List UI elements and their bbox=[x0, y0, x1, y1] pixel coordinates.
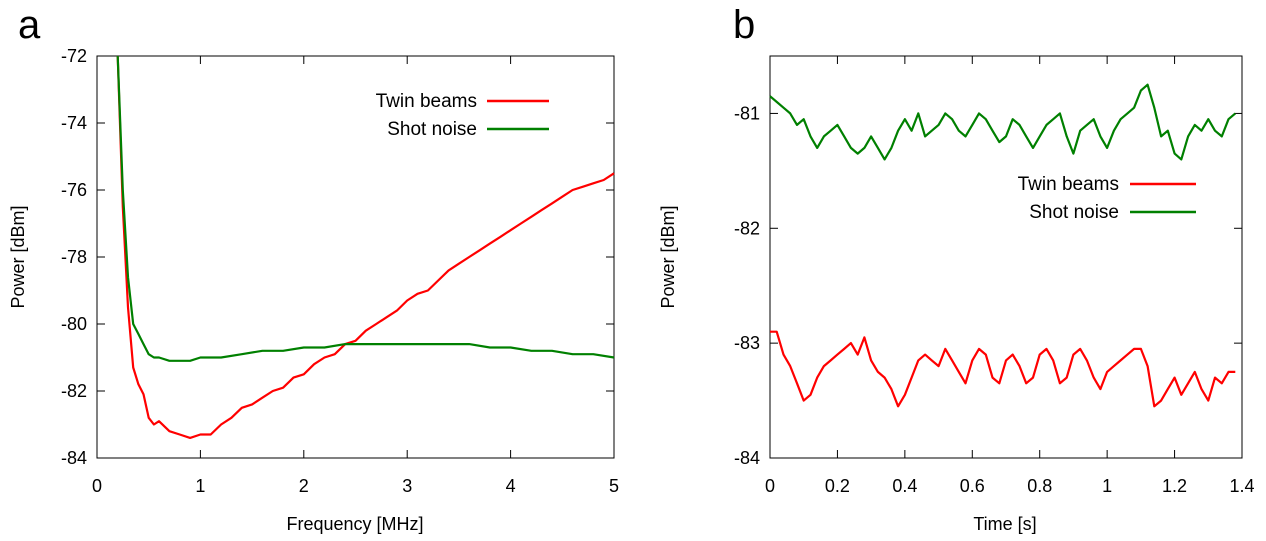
panel-b-chart: b 0 0.2 0.4 0.6 0.8 1 1.2 1.4 -84 -83 -82 -81 Time … bbox=[658, 3, 1255, 534]
panel-b-xtick-label: 0 bbox=[765, 476, 775, 496]
panel-b-xtick-label: 1.4 bbox=[1229, 476, 1254, 496]
panel-b-legend-shot-label: Shot noise bbox=[1029, 202, 1119, 223]
panel-a-ytick-label: -84 bbox=[61, 448, 87, 468]
panel-b-legend: Twin beams Shot noise bbox=[1018, 174, 1196, 223]
panel-a-xtick-label: 2 bbox=[299, 476, 309, 496]
panel-a-xtick-label: 5 bbox=[609, 476, 619, 496]
panel-a-xtick-label: 4 bbox=[506, 476, 516, 496]
panel-b-ytick-label: -84 bbox=[734, 448, 760, 468]
panel-a-chart: a 0 1 2 3 4 5 -84 -82 -80 -78 -76 -74 -72 Frequency … bbox=[8, 3, 619, 534]
panel-b-xtick-label: 0.2 bbox=[825, 476, 850, 496]
panel-a-xlabel: Frequency [MHz] bbox=[286, 514, 423, 534]
panel-b-xtick-label: 0.6 bbox=[960, 476, 985, 496]
panel-b-ylabel: Power [dBm] bbox=[658, 205, 678, 308]
panel-a-xtick-label: 0 bbox=[92, 476, 102, 496]
panel-b-ytick-label: -81 bbox=[734, 103, 760, 123]
panel-a-legend-twin-label: Twin beams bbox=[376, 91, 477, 112]
panel-a-series bbox=[116, 55, 615, 439]
panel-a-xtick-label: 1 bbox=[195, 476, 205, 496]
panel-b-ytick-label: -82 bbox=[734, 218, 760, 238]
panel-b-xlabel: Time [s] bbox=[973, 514, 1036, 534]
panel-a-label: a bbox=[18, 3, 41, 47]
panel-b-xtick-label: 0.4 bbox=[892, 476, 917, 496]
panel-b-series bbox=[769, 83, 1237, 408]
panel-a-xtick-label: 3 bbox=[402, 476, 412, 496]
panel-a-ylabel: Power [dBm] bbox=[8, 205, 28, 308]
panel-a-legend-shot-label: Shot noise bbox=[387, 119, 477, 140]
panel-a-ytick-label: -72 bbox=[61, 46, 87, 66]
panel-a-series-twin-beams-line bbox=[116, 55, 615, 439]
panel-a-ticks: 0 1 2 3 4 5 -84 -82 -80 -78 -76 -74 -72 bbox=[61, 46, 619, 496]
panel-a-legend: Twin beams Shot noise bbox=[376, 91, 549, 140]
panel-a-ytick-label: -76 bbox=[61, 180, 87, 200]
panel-b-series-shot-noise-line bbox=[769, 83, 1237, 161]
panel-a-ytick-label: -78 bbox=[61, 247, 87, 267]
panel-a-plot-frame bbox=[96, 55, 615, 459]
panel-a-ytick-label: -82 bbox=[61, 381, 87, 401]
panel-b-plot-frame bbox=[769, 55, 1243, 459]
panel-b-xtick-label: 1 bbox=[1102, 476, 1112, 496]
panel-b-label: b bbox=[733, 3, 755, 47]
panel-b-ytick-label: -83 bbox=[734, 333, 760, 353]
panel-b-series-twin-beams-line bbox=[770, 330, 1236, 408]
panel-a-ytick-label: -74 bbox=[61, 113, 87, 133]
panel-a-ytick-label: -80 bbox=[61, 314, 87, 334]
panel-b-legend-twin-label: Twin beams bbox=[1018, 174, 1119, 195]
panel-b-xtick-label: 0.8 bbox=[1027, 476, 1052, 496]
panel-a-series-shot-noise-line bbox=[116, 55, 615, 362]
panel-b-ticks: 0 0.2 0.4 0.6 0.8 1 1.2 1.4 -84 -83 -82 -81 bbox=[734, 56, 1255, 496]
panel-b-xtick-label: 1.2 bbox=[1162, 476, 1187, 496]
